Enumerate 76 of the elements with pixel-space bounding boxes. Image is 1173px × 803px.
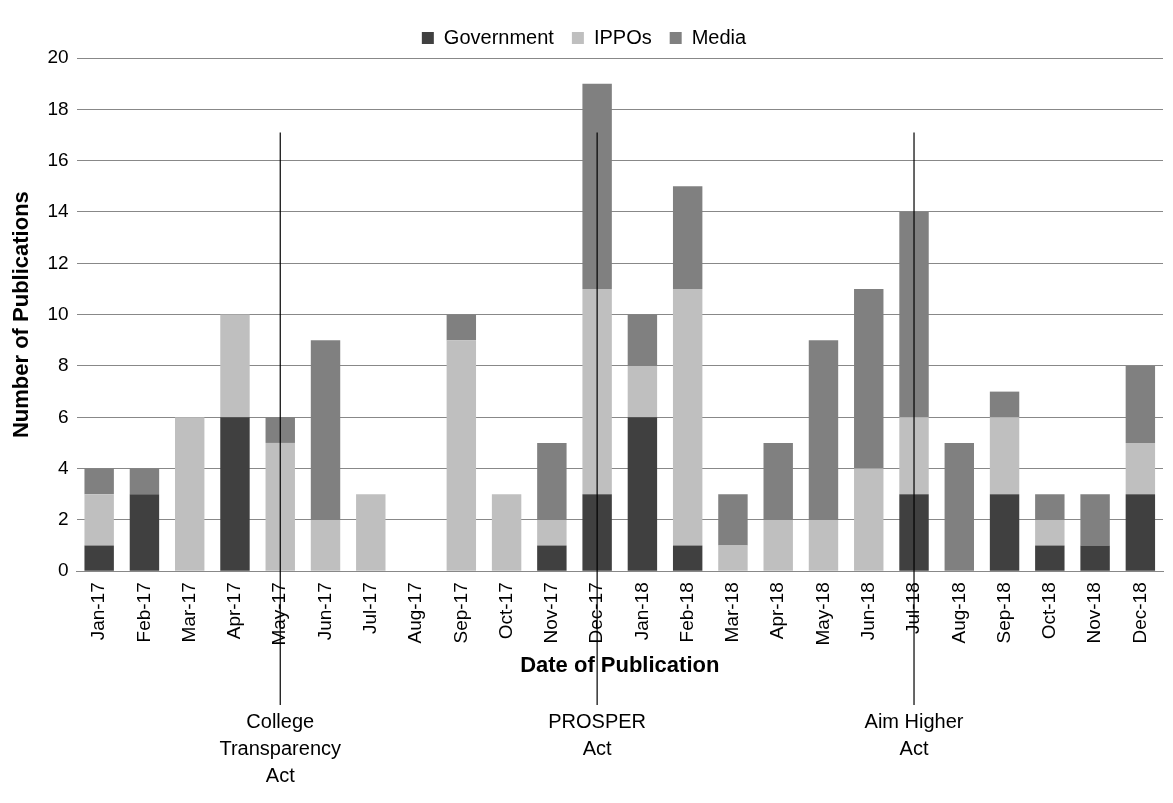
bar [175, 417, 205, 571]
x-tick-label: Jul-18 [902, 582, 924, 634]
x-tick-label: Jul-17 [359, 582, 381, 634]
bar [1035, 519, 1065, 546]
bar [582, 288, 612, 495]
x-tick-label: May-18 [811, 582, 833, 646]
bar [491, 494, 522, 571]
bar [220, 314, 250, 418]
x-tick-label: Mar-18 [721, 582, 743, 643]
y-tick-label: 10 [47, 302, 69, 324]
y-tick-label: 18 [47, 97, 69, 119]
bar [582, 494, 612, 571]
x-tick-label: Nov-18 [1083, 582, 1105, 644]
bar [265, 442, 295, 571]
legend-label: IPPOs [593, 25, 652, 48]
x-tick-label: Aug-18 [947, 582, 969, 644]
bar [84, 494, 114, 546]
bar [310, 519, 341, 571]
legend-label: Media [691, 25, 748, 48]
x-tick-label: Apr-18 [766, 582, 788, 640]
bar [537, 519, 567, 546]
bar [854, 468, 884, 571]
bar [808, 519, 839, 571]
ref-line-label: College Transparency Act [219, 709, 342, 786]
legend-label: Government [443, 25, 555, 48]
x-tick-label: Oct-17 [494, 582, 516, 640]
bar [627, 417, 658, 571]
bar [899, 494, 929, 571]
ref-line-label: Aim Higher Act [864, 709, 964, 759]
y-tick-label: 20 [47, 46, 69, 68]
x-tick-label: Jun-17 [313, 582, 335, 641]
bar [220, 417, 250, 571]
x-tick-label: Mar-17 [177, 582, 199, 643]
x-tick-label: Nov-17 [540, 582, 562, 644]
bar [672, 545, 703, 571]
bar [718, 545, 748, 571]
bar [537, 545, 567, 571]
x-tick-label: Jun-18 [856, 582, 878, 641]
y-axis-title: Number of Publications [8, 191, 34, 439]
y-tick-label: 4 [57, 456, 69, 478]
y-tick-label: 12 [47, 251, 69, 273]
bar [446, 340, 477, 571]
y-tick-label: 0 [57, 559, 69, 581]
bar [672, 288, 703, 546]
bar [1125, 442, 1156, 495]
x-tick-label: Jan-17 [87, 582, 109, 641]
bar [1035, 545, 1065, 571]
bar [899, 417, 929, 495]
y-tick-label: 16 [47, 148, 69, 170]
bar [129, 494, 160, 571]
x-tick-label: Jan-18 [630, 582, 652, 641]
bar [627, 365, 658, 418]
bar [1125, 494, 1156, 571]
x-tick-label: Feb-17 [132, 582, 154, 643]
x-tick-label: Dec-17 [585, 582, 607, 644]
x-tick-label: Sep-18 [992, 582, 1014, 644]
bar [989, 417, 1020, 495]
y-tick-label: 14 [47, 200, 69, 222]
bar [84, 545, 114, 571]
x-tick-label: May-17 [268, 582, 290, 646]
bar [989, 391, 1020, 418]
x-tick-label: Apr-17 [223, 582, 245, 640]
x-tick-label: Aug-17 [404, 582, 426, 644]
x-tick-label: Oct-18 [1038, 582, 1060, 640]
x-tick-label: Feb-18 [675, 582, 697, 643]
x-tick-label: Sep-17 [449, 582, 471, 644]
bar [356, 494, 386, 571]
y-tick-label: 8 [57, 354, 69, 376]
bar [1080, 545, 1110, 571]
bar [989, 494, 1020, 571]
y-tick-label: 6 [57, 405, 69, 427]
y-tick-label: 2 [57, 508, 69, 530]
ref-line-label: PROSPER Act [548, 709, 647, 759]
x-tick-label: Dec-18 [1128, 582, 1150, 644]
bar [763, 519, 793, 571]
x-axis-title: Date of Publication [520, 651, 720, 677]
